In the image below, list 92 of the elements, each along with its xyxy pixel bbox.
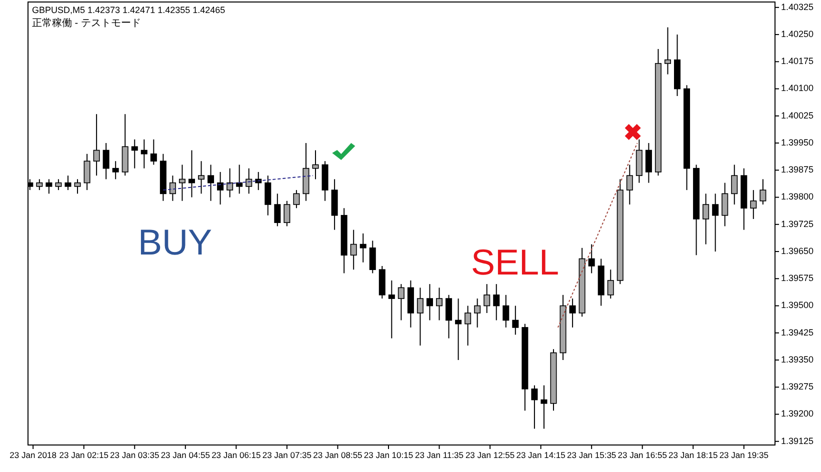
x-tick-label: 23 Jan 06:15 [212,450,262,460]
candlestick [731,164,738,206]
candlestick [484,284,490,314]
candlestick [169,175,176,202]
candlestick [760,178,766,206]
candlestick [178,164,186,202]
y-tick-label: 1.40250 [781,28,814,39]
y-tick-label: 1.39575 [781,273,814,284]
candlestick [750,190,757,220]
y-tick-label: 1.39350 [781,354,814,364]
y-tick-label: 1.39800 [781,192,814,202]
candlestick [284,200,290,227]
candlestick [388,280,395,339]
y-tick-label: 1.39200 [781,408,814,419]
x-tick-label: 23 Jan 08:55 [313,450,363,460]
candlestick [626,164,633,206]
candlestick [702,193,710,245]
candlestick [436,287,443,321]
candlestick [264,175,272,216]
x-tick-label: 23 Jan 2018 [10,450,57,460]
candlestick [46,178,52,194]
candlestick [217,171,224,206]
candlestick [360,232,366,263]
text: 正常稼働 - テストモード [32,17,141,29]
annotation: SELL [470,242,560,283]
candlestick [588,244,595,274]
candlestick [540,384,548,430]
candlestick [293,190,300,209]
candlestick [722,182,728,227]
y-tick-label: 1.39875 [781,164,814,175]
candlestick [446,294,452,339]
y-tick-label: 1.39275 [781,382,814,392]
candlestick [236,164,243,194]
x-tick-label: 23 Jan 12:55 [465,450,515,460]
candlestick [531,384,538,430]
candlestick [198,160,205,194]
candlestick [426,284,433,321]
candlestick [64,175,72,191]
candlestick [398,284,404,321]
x-tick-label: 23 Jan 03:35 [110,450,160,460]
candlestick [93,114,100,176]
x-tick-label: 23 Jan 10:15 [364,450,414,460]
x-tick-label: 23 Jan 16:55 [618,450,668,460]
x-tick-label: 23 Jan 18:15 [668,450,718,460]
candlestick [350,229,357,270]
candlestick [36,178,43,191]
candlestick [112,160,119,180]
x-tick-label: 23 Jan 19:35 [719,450,769,460]
y-tick-label: 1.40175 [781,56,814,66]
y-tick-label: 1.40025 [781,110,814,120]
y-tick-label: 1.39425 [781,327,814,338]
candlestick [664,26,671,75]
candlestick [312,150,319,180]
candlestick [102,142,110,180]
y-tick-label: 1.39725 [781,218,814,229]
candlestick [369,240,376,274]
candlestick [493,284,500,321]
y-tick-label: 1.39500 [781,300,814,310]
candlestick [226,168,234,198]
x-tick-label: 23 Jan 07:35 [262,450,312,460]
candlestick [416,287,424,346]
x-tick-label: 23 Jan 04:55 [160,450,210,460]
candlestick [274,193,281,227]
candlestick [246,168,252,194]
candlestick [74,178,81,194]
candlestick [569,298,576,328]
y-tick-label: 1.40100 [781,83,814,94]
candlestick [607,269,614,300]
candlestick [645,142,652,184]
chart-title: GBPUSD,M5 1.42373 1.42471 1.42355 1.42465 [32,5,226,15]
candlestick [55,178,62,191]
y-tick-label: 1.39950 [781,137,814,148]
candlestick [84,153,90,191]
y-tick-label: 1.40325 [781,2,814,12]
candlestick [150,138,157,166]
x-tick-label: 23 Jan 14:15 [516,450,566,460]
candlestick [474,298,481,328]
candlestick [208,164,214,202]
candlestick [455,298,462,361]
x-tick-label: 23 Jan 15:35 [567,450,616,460]
candlestick [502,294,510,328]
candlestick [140,138,148,169]
candlestick [512,305,519,336]
candlestick [131,138,138,169]
annotation: BUY [138,222,212,263]
candlestick [188,150,195,198]
x-tick-label: 23 Jan 02:15 [59,450,109,460]
candlestick [712,193,719,252]
x-tick-label: 23 Jan 11:35 [414,450,464,460]
y-tick-label: 1.39125 [781,436,814,446]
candlestick [464,305,472,346]
y-tick-label: 1.39650 [781,246,814,256]
